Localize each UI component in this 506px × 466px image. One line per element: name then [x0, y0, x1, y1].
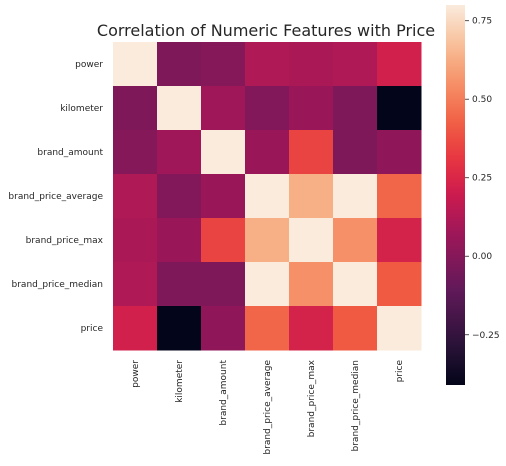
heatmap-cell — [377, 306, 422, 351]
heatmap-cell — [157, 262, 202, 307]
heatmap-cell — [333, 218, 378, 263]
heatmap-cell — [289, 218, 334, 263]
heatmap-cell — [289, 262, 334, 307]
heatmap-cell — [201, 174, 246, 219]
row-tick-labels: power kilometer brand_amount brand_price_av… — [8, 60, 103, 334]
colorbar-tick-label: −0.25 — [472, 331, 500, 341]
heatmap-cell — [333, 42, 378, 87]
heatmap-cell — [245, 42, 290, 87]
heatmap-cell — [333, 130, 378, 175]
column-tick-label: brand_price_median — [351, 360, 361, 451]
heatmap-cell — [157, 130, 202, 175]
heatmap-cell — [201, 130, 246, 175]
heatmap-cell — [113, 130, 158, 175]
heatmap-cell — [113, 306, 158, 351]
heatmap-cell — [289, 306, 334, 351]
column-tick-label: power — [131, 360, 141, 388]
heatmap-cell — [333, 262, 378, 307]
row-tick-label: brand_price_max — [26, 236, 104, 246]
colorbar-tick-label: 0.75 — [472, 17, 492, 27]
heatmap-cell — [377, 262, 422, 307]
colorbar-tick-label: 0.50 — [472, 95, 492, 105]
colorbar-gradient — [446, 5, 465, 385]
heatmap-cell — [113, 42, 158, 87]
heatmap-cell — [289, 86, 334, 131]
heatmap-cell — [333, 306, 378, 351]
colorbar: −0.25 0.00 0.25 0.50 0.75 — [446, 5, 500, 385]
column-tick-label: price — [395, 360, 405, 383]
heatmap-cell — [157, 218, 202, 263]
chart-title: Correlation of Numeric Features with Pri… — [97, 21, 435, 40]
column-tick-labels: power kilometer brand_amount brand_price_av… — [131, 359, 405, 454]
heatmap-cell — [245, 218, 290, 263]
column-tick-label: brand_price_average — [263, 360, 273, 455]
column-tick-label: brand_price_max — [307, 359, 317, 437]
heatmap-cell — [377, 86, 422, 131]
heatmap-cell — [113, 218, 158, 263]
heatmap-cell — [333, 174, 378, 219]
heatmap-cell — [245, 130, 290, 175]
row-tick-label: kilometer — [60, 104, 103, 114]
heatmap-cell — [377, 130, 422, 175]
heatmap-cell — [289, 174, 334, 219]
heatmap-cell — [201, 86, 246, 131]
heatmap-cell — [201, 218, 246, 263]
heatmap-cell — [333, 86, 378, 131]
heatmap-cell — [113, 262, 158, 307]
column-tick-label: brand_amount — [219, 360, 229, 426]
heatmap-cell — [157, 42, 202, 87]
heatmap-cell — [377, 174, 422, 219]
column-tick-label: kilometer — [175, 360, 185, 403]
heatmap-cell — [201, 306, 246, 351]
heatmap-cell — [245, 174, 290, 219]
heatmap-cell — [157, 174, 202, 219]
heatmap-cell — [289, 42, 334, 87]
colorbar-tick-label: 0.25 — [472, 174, 492, 184]
heatmap-cell — [201, 262, 246, 307]
heatmap-cell — [377, 218, 422, 263]
heatmap-cells — [113, 42, 422, 351]
heatmap-cell — [157, 306, 202, 351]
heatmap-cell — [157, 86, 202, 131]
row-tick-label: brand_price_median — [12, 280, 103, 290]
heatmap-cell — [245, 262, 290, 307]
heatmap-cell — [113, 86, 158, 131]
heatmap-cell — [113, 174, 158, 219]
heatmap-cell — [245, 306, 290, 351]
row-tick-label: price — [81, 324, 104, 334]
row-tick-label: brand_price_average — [8, 192, 103, 202]
heatmap-cell — [201, 42, 246, 87]
heatmap-cell — [289, 130, 334, 175]
heatmap-cell — [377, 42, 422, 87]
row-tick-label: power — [75, 60, 103, 70]
heatmap-cell — [245, 86, 290, 131]
row-tick-label: brand_amount — [37, 148, 103, 158]
colorbar-tick-label: 0.00 — [472, 252, 492, 262]
